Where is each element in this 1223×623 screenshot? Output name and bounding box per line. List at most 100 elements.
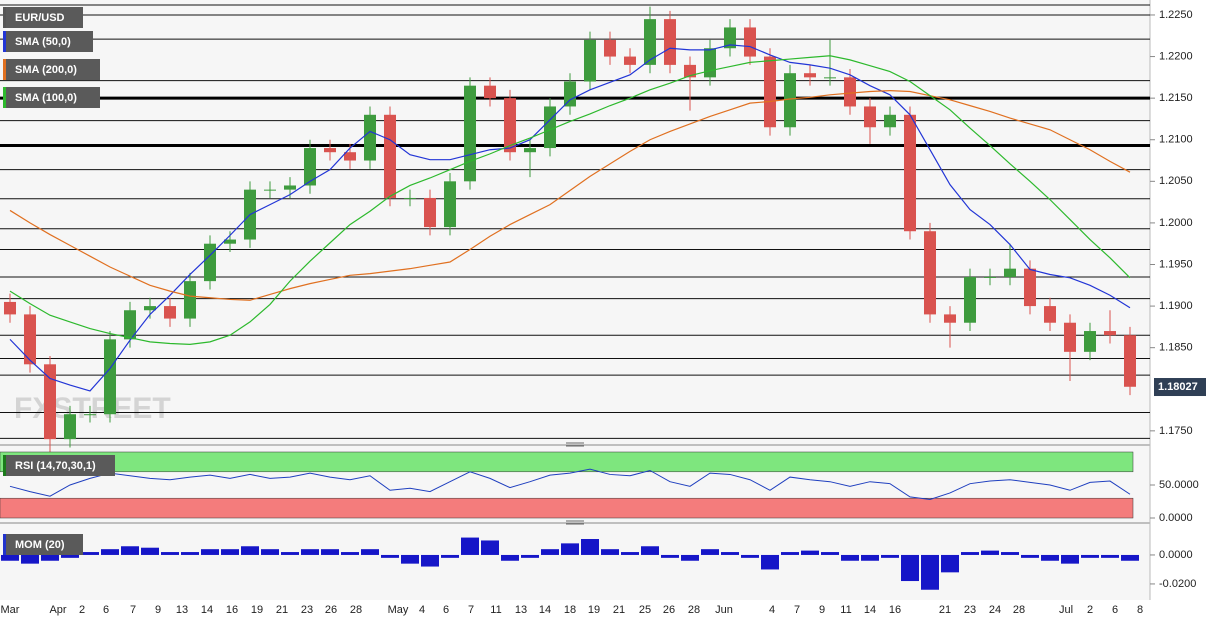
x-tick-label: 11 bbox=[490, 604, 501, 616]
y-tick-label: 1.1900 bbox=[1159, 300, 1193, 312]
candle-body bbox=[664, 19, 676, 65]
momentum-bar bbox=[301, 549, 319, 555]
momentum-bar bbox=[501, 554, 519, 561]
x-tick-label: 7 bbox=[794, 604, 800, 616]
candle-body bbox=[504, 98, 516, 153]
momentum-bar bbox=[1121, 554, 1139, 561]
momentum-bar bbox=[141, 547, 159, 555]
x-tick-label: 19 bbox=[588, 604, 600, 616]
candle-body bbox=[44, 364, 56, 440]
momentum-bar bbox=[1061, 554, 1079, 564]
y-tick-label: 1.2150 bbox=[1159, 92, 1193, 104]
momentum-bar bbox=[281, 552, 299, 555]
x-tick-label: 11 bbox=[840, 604, 851, 616]
x-tick-label: 6 bbox=[103, 604, 109, 616]
x-tick-label: 4 bbox=[769, 604, 775, 616]
momentum-bar bbox=[941, 554, 959, 573]
candle-body bbox=[524, 148, 536, 153]
resize-handle[interactable] bbox=[566, 442, 584, 525]
momentum-bar bbox=[1101, 554, 1119, 558]
x-tick-label: May bbox=[388, 604, 409, 616]
x-tick-label: 13 bbox=[515, 604, 527, 616]
legend-box bbox=[3, 7, 83, 28]
candle-body bbox=[1004, 268, 1016, 277]
x-tick-label: 16 bbox=[889, 604, 901, 616]
momentum-bar bbox=[521, 554, 539, 558]
candle-body bbox=[324, 148, 336, 153]
momentum-bar bbox=[81, 552, 99, 555]
momentum-bar bbox=[21, 554, 39, 564]
candle-body bbox=[164, 306, 176, 319]
candle-body bbox=[204, 243, 216, 282]
x-tick-label: Apr bbox=[49, 604, 66, 616]
x-tick-label: Jun bbox=[715, 604, 733, 616]
overbought-band bbox=[0, 451, 1134, 473]
candle-body bbox=[904, 114, 916, 232]
candle-body bbox=[144, 306, 156, 311]
y-tick-label: 1.1750 bbox=[1159, 425, 1193, 437]
x-tick-label: Jul bbox=[1059, 604, 1073, 616]
momentum-bar bbox=[41, 554, 59, 561]
x-tick-label: 14 bbox=[201, 604, 213, 616]
x-tick-label: 28 bbox=[1013, 604, 1025, 616]
y-tick-label: 1.1950 bbox=[1159, 258, 1193, 270]
rsi-line bbox=[9, 468, 1131, 501]
momentum-bar bbox=[921, 554, 939, 590]
legend-swatch bbox=[3, 59, 6, 80]
momentum-bar bbox=[581, 539, 599, 555]
candle-body bbox=[344, 152, 356, 161]
momentum-bar bbox=[161, 552, 179, 555]
x-tick-label: 8 bbox=[1137, 604, 1143, 616]
momentum-bar bbox=[1021, 554, 1039, 558]
last-price-box bbox=[1154, 378, 1206, 397]
candle-body bbox=[1044, 306, 1056, 323]
sma-line bbox=[9, 44, 1131, 392]
momentum-bar bbox=[781, 552, 799, 555]
y-tick-label: 1.2000 bbox=[1159, 217, 1193, 229]
candle-body bbox=[764, 56, 776, 128]
momentum-bar bbox=[1081, 554, 1099, 558]
y-tick-label: 0.0000 bbox=[1159, 512, 1193, 524]
candle-body bbox=[864, 106, 876, 128]
candle-body bbox=[844, 77, 856, 107]
momentum-bar bbox=[261, 549, 279, 555]
x-tick-label: 26 bbox=[325, 604, 337, 616]
candle-body bbox=[184, 281, 196, 319]
candle-body bbox=[384, 114, 396, 198]
x-tick-label: 23 bbox=[301, 604, 313, 616]
momentum-bar bbox=[201, 549, 219, 555]
legend-text: EUR/USD bbox=[15, 12, 65, 24]
candle-body bbox=[424, 197, 436, 228]
sma-line bbox=[9, 55, 1131, 345]
x-tick-label: 21 bbox=[276, 604, 288, 616]
momentum-bar bbox=[641, 546, 659, 555]
legend-text: SMA (100,0) bbox=[15, 92, 77, 104]
candle-body bbox=[884, 114, 896, 128]
candle-body bbox=[824, 77, 836, 79]
legend-box bbox=[3, 87, 100, 108]
momentum-bar bbox=[821, 552, 839, 555]
candle-body bbox=[284, 185, 296, 190]
legend-box bbox=[3, 31, 93, 52]
candle-body bbox=[264, 189, 276, 191]
momentum-bar bbox=[421, 554, 439, 567]
legend-swatch bbox=[3, 455, 6, 476]
momentum-bar bbox=[721, 552, 739, 555]
x-tick-label: 6 bbox=[1112, 604, 1118, 616]
momentum-bar bbox=[541, 549, 559, 555]
momentum-bar bbox=[1001, 552, 1019, 555]
x-tick-label: 2 bbox=[79, 604, 85, 616]
candle-body bbox=[1104, 331, 1116, 336]
momentum-bar bbox=[61, 554, 79, 558]
y-tick-label: 1.2250 bbox=[1159, 9, 1193, 21]
candle-body bbox=[744, 27, 756, 57]
candle-body bbox=[684, 64, 696, 78]
momentum-bar bbox=[361, 549, 379, 555]
momentum-bar bbox=[181, 552, 199, 555]
legend-text: MOM (20) bbox=[15, 539, 65, 551]
x-tick-label: 6 bbox=[443, 604, 449, 616]
candle-body bbox=[604, 39, 616, 57]
y-tick-label: 1.2050 bbox=[1159, 175, 1193, 187]
candle-body bbox=[924, 231, 936, 315]
momentum-bar bbox=[661, 554, 679, 558]
